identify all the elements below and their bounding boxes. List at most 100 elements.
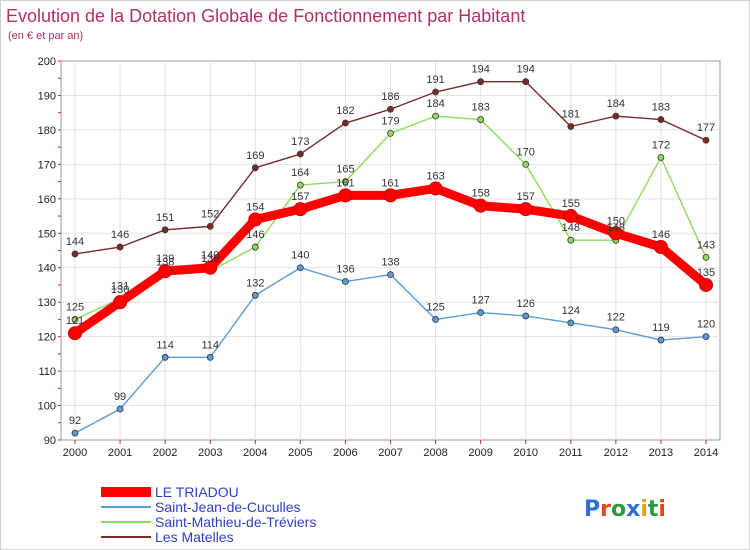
data-label-saint-jean-de-cuculles: 99 (114, 391, 126, 403)
data-point-saint-jean-de-cuculles (387, 271, 394, 279)
data-point-saint-mathieu-de-treviers (251, 243, 259, 251)
data-label-saint-jean-de-cuculles: 120 (697, 319, 715, 331)
logo-letter: t (648, 497, 659, 522)
data-label-saint-mathieu-de-treviers: 148 (562, 222, 580, 234)
x-tick-label: 2008 (423, 447, 447, 459)
logo-letter: P (584, 497, 600, 522)
data-point-saint-jean-de-cuculles (522, 312, 530, 320)
data-point-les-matelles (251, 164, 259, 172)
data-point-saint-jean-de-cuculles (161, 353, 169, 361)
data-point-saint-mathieu-de-treviers (522, 160, 530, 168)
data-point-les-matelles (657, 116, 665, 123)
data-point-le-triadou (563, 209, 578, 224)
data-label-saint-jean-de-cuculles: 122 (607, 312, 625, 324)
data-point-le-triadou (293, 202, 308, 217)
data-label-saint-jean-de-cuculles: 92 (69, 415, 81, 427)
data-label-saint-jean-de-cuculles: 136 (336, 264, 354, 276)
data-label-le-triadou: 150 (607, 215, 625, 227)
x-tick-label: 2004 (243, 447, 267, 459)
data-point-le-triadou (428, 181, 443, 196)
legend-entry-les-matelles: Les Matelles (155, 529, 234, 545)
logo-letter: o (611, 497, 626, 522)
legend-entry-saint-mathieu-de-treviers: Saint-Mathieu-de-Tréviers (155, 514, 316, 530)
x-tick-label: 2010 (513, 447, 537, 459)
data-label-le-triadou: 146 (652, 229, 670, 241)
data-label-le-triadou: 157 (517, 191, 535, 203)
y-tick-label: 110 (38, 366, 56, 378)
data-label-les-matelles: 151 (156, 212, 174, 224)
data-label-les-matelles: 194 (517, 64, 535, 76)
data-point-saint-jean-de-cuculles (342, 278, 349, 285)
data-label-saint-mathieu-de-treviers: 170 (517, 146, 535, 158)
data-label-les-matelles: 177 (697, 122, 715, 134)
data-label-les-matelles: 183 (652, 102, 670, 114)
data-label-saint-mathieu-de-treviers: 138 (156, 257, 174, 269)
data-point-les-matelles (477, 78, 485, 86)
chart-subtitle: (en € et par an) (8, 30, 83, 42)
data-point-le-triadou (248, 212, 263, 227)
data-label-saint-mathieu-de-treviers: 183 (471, 102, 489, 114)
data-label-les-matelles: 182 (336, 105, 354, 117)
data-point-saint-jean-de-cuculles (657, 336, 665, 344)
data-point-les-matelles (161, 226, 169, 234)
data-label-le-triadou: 157 (291, 191, 309, 203)
data-label-le-triadou: 163 (426, 170, 444, 182)
data-point-saint-jean-de-cuculles (116, 405, 124, 413)
data-label-saint-mathieu-de-treviers: 139 (201, 253, 219, 265)
chart-title: Evolution de la Dotation Globale de Fonc… (6, 6, 525, 26)
data-point-saint-jean-de-cuculles (71, 429, 79, 437)
data-label-saint-jean-de-cuculles: 127 (471, 295, 489, 307)
x-tick-label: 2001 (108, 447, 132, 459)
data-point-les-matelles (342, 119, 349, 127)
legend-entry-le-triadou: LE TRIADOU (155, 484, 239, 500)
logo-text: Proxiti (584, 497, 666, 522)
series-group (68, 78, 713, 437)
data-point-le-triadou (608, 226, 623, 241)
data-label-le-triadou: 155 (562, 198, 580, 210)
data-label-le-triadou: 154 (246, 201, 264, 213)
data-label-saint-mathieu-de-treviers: 165 (336, 164, 354, 176)
data-point-saint-mathieu-de-treviers (296, 181, 304, 189)
legend: LE TRIADOUSaint-Jean-de-CucullesSaint-Ma… (101, 484, 316, 545)
data-point-les-matelles (702, 136, 710, 144)
y-tick-label: 120 (38, 332, 56, 344)
legend-entry-saint-jean-de-cuculles: Saint-Jean-de-Cuculles (155, 499, 301, 515)
data-point-saint-jean-de-cuculles (702, 333, 710, 341)
data-label-saint-mathieu-de-treviers: 179 (381, 115, 399, 127)
data-label-saint-mathieu-de-treviers: 184 (426, 98, 444, 110)
data-point-le-triadou (473, 198, 488, 213)
data-label-saint-mathieu-de-treviers: 164 (291, 167, 309, 179)
data-label-les-matelles: 181 (562, 108, 580, 120)
data-label-le-triadou: 139 (156, 253, 174, 265)
data-point-les-matelles (432, 88, 439, 96)
data-point-les-matelles (522, 78, 530, 86)
x-tick-label: 2007 (378, 447, 402, 459)
data-point-saint-jean-de-cuculles (567, 319, 575, 327)
data-point-le-triadou (518, 202, 533, 217)
y-tick-label: 190 (38, 90, 56, 102)
data-point-le-triadou (653, 240, 668, 255)
x-tick-label: 2014 (694, 447, 718, 459)
y-tick-label: 130 (38, 297, 56, 309)
data-label-les-matelles: 184 (607, 98, 625, 110)
data-label-le-triadou: 130 (111, 284, 129, 296)
data-label-saint-jean-de-cuculles: 140 (291, 250, 309, 262)
data-point-saint-jean-de-cuculles (251, 291, 259, 299)
x-tick-label: 2009 (468, 447, 492, 459)
data-point-les-matelles (116, 243, 124, 251)
data-label-saint-mathieu-de-treviers: 146 (246, 229, 264, 241)
y-tick-label: 140 (38, 263, 56, 275)
data-point-le-triadou (383, 188, 398, 203)
data-label-les-matelles: 186 (381, 91, 399, 103)
data-point-saint-jean-de-cuculles (206, 353, 214, 361)
data-point-les-matelles (387, 105, 394, 113)
proxiti-logo: Proxiti (584, 497, 666, 522)
y-tick-label: 180 (38, 125, 56, 137)
data-label-saint-jean-de-cuculles: 126 (517, 298, 535, 310)
data-label-saint-jean-de-cuculles: 124 (562, 305, 580, 317)
data-label-saint-mathieu-de-treviers: 125 (66, 301, 84, 313)
data-point-le-triadou (158, 264, 173, 279)
data-label-les-matelles: 169 (246, 150, 264, 162)
logo-letter: i (658, 497, 666, 522)
